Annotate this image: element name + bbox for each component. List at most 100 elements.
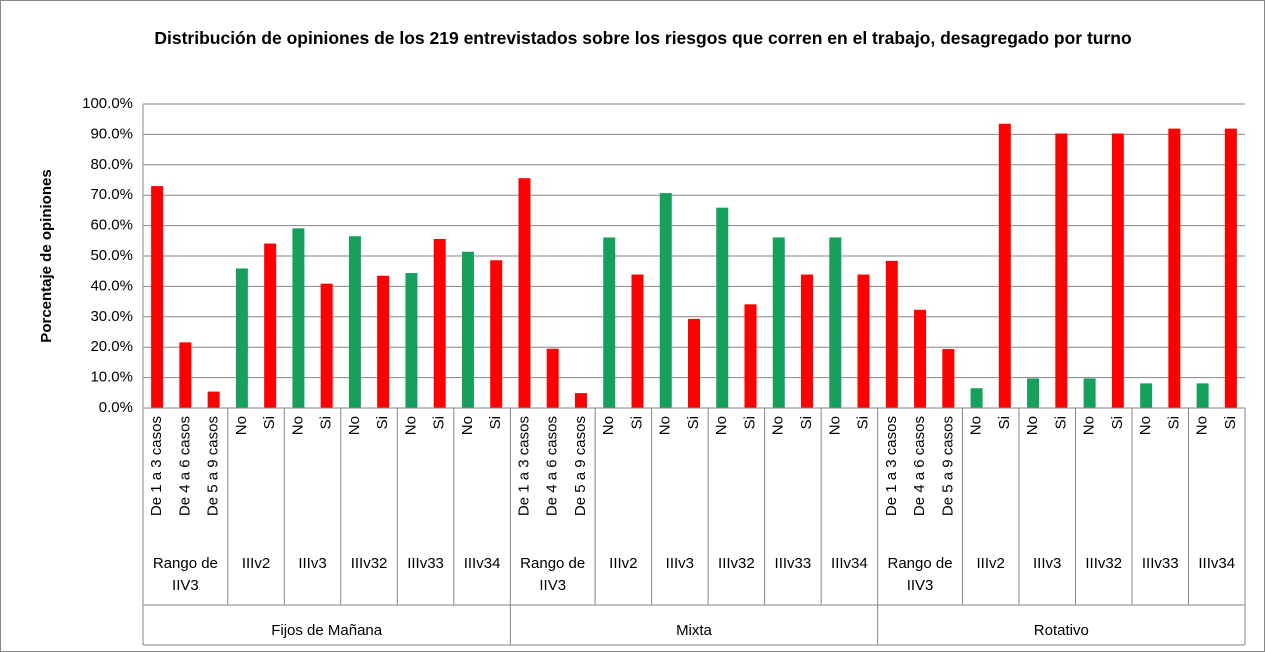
x-tick-label: No	[713, 416, 730, 435]
bar	[603, 237, 616, 408]
x-tick-label: No	[1194, 416, 1211, 435]
title-box: Distribución de opiniones de los 219 ent…	[154, 28, 1132, 48]
bar	[405, 273, 418, 408]
bar	[688, 318, 700, 408]
bar	[1111, 133, 1124, 408]
bar	[292, 228, 305, 408]
x-tick-label: Si	[1052, 416, 1069, 429]
subgroup-label: IIIv32	[718, 555, 755, 572]
subgroup-label: IIIv34	[463, 555, 501, 572]
bar	[885, 260, 898, 408]
bar	[264, 243, 277, 408]
subgroup-label: IIIv3	[665, 555, 695, 572]
bar	[857, 274, 870, 408]
subgroup-label-box: IIIv34	[831, 555, 868, 572]
bar	[574, 393, 587, 408]
y-tick-label: 40.0%	[90, 277, 133, 294]
subgroup-label-box: IIIv33	[407, 555, 444, 572]
bar	[942, 349, 955, 408]
x-tick-label: No	[600, 416, 617, 435]
bar	[659, 193, 672, 408]
subgroup-label: IIIv33	[1141, 555, 1179, 572]
y-tick-label: 10.0%	[90, 369, 133, 386]
subgroup-label-box: IIIv32	[718, 555, 755, 572]
subgroup-label: IIIv3	[298, 555, 327, 572]
bar	[744, 304, 757, 408]
y-tick-label: 60.0%	[90, 217, 133, 234]
x-tick-label: Si	[374, 416, 391, 429]
subgroup-label-box: IIIv33	[774, 555, 812, 572]
group-label-box: Mixta	[676, 622, 712, 639]
bar	[546, 348, 559, 408]
y-tick-label: 0.0%	[99, 399, 133, 416]
subgroup-label: Rango de IIV3	[887, 555, 953, 594]
y-tick-label: 30.0%	[90, 308, 133, 325]
x-tick-label: De 5 a 9 casos	[572, 416, 589, 516]
x-tick-label: Si	[855, 416, 872, 429]
bar	[207, 391, 220, 408]
bar	[1196, 383, 1209, 408]
bar	[716, 207, 729, 408]
x-tick-label: No	[826, 416, 843, 435]
bar	[970, 388, 983, 408]
bar	[433, 238, 446, 408]
y-tick-label: 80.0%	[90, 156, 133, 173]
x-tick-label: No	[968, 416, 985, 435]
bar	[235, 268, 248, 408]
y-tick-label: 90.0%	[90, 125, 133, 142]
subgroup-label: IIIv2	[241, 555, 271, 572]
x-tick-label: No	[1024, 416, 1041, 435]
bar	[998, 123, 1011, 408]
subgroup-label-box: IIIv3	[1033, 555, 1062, 572]
subgroup-label-box: Rango de IIV3	[520, 555, 585, 594]
x-tick-label: No	[233, 416, 250, 435]
bar	[348, 236, 361, 408]
x-tick-label: De 4 a 6 casos	[911, 416, 928, 516]
x-tick-label: Si	[685, 416, 702, 429]
x-tick-label: Si	[261, 416, 278, 429]
group-label: Mixta	[676, 622, 712, 639]
bar	[772, 237, 785, 408]
y-tick-label: 70.0%	[90, 186, 133, 203]
bar	[1224, 128, 1237, 408]
x-tick-label: No	[289, 416, 306, 435]
subgroup-label: IIIv33	[774, 555, 812, 572]
x-tick-label: Si	[741, 416, 758, 429]
x-tick-label: Si	[431, 416, 448, 429]
subgroup-label-box: IIIv2	[241, 555, 271, 572]
subgroup-label: IIIv32	[1085, 555, 1123, 572]
subgroup-label: IIIv32	[350, 555, 388, 572]
bar	[461, 251, 474, 408]
bar	[377, 275, 390, 408]
subgroup-label-box: IIIv2	[976, 555, 1004, 572]
x-tick-label: De 1 a 3 casos	[883, 416, 900, 516]
x-tick-label: De 4 a 6 casos	[544, 416, 561, 516]
bar	[490, 260, 503, 408]
subgroup-label: IIIv3	[1033, 555, 1062, 572]
group-label: Rotativo	[1033, 622, 1089, 639]
x-tick-label: No	[770, 416, 787, 435]
group-label: Fijos de Mañana	[271, 622, 383, 639]
subgroup-label: IIIv33	[407, 555, 444, 572]
x-tick-label: No	[459, 416, 476, 435]
subgroup-label-box: IIIv32	[350, 555, 388, 572]
x-tick-label: No	[657, 416, 674, 435]
x-tick-label: Si	[628, 416, 645, 429]
subgroup-label-box: Rango de IIV3	[153, 555, 218, 594]
bar	[1083, 378, 1096, 408]
bar	[1140, 383, 1153, 408]
x-tick-label: No	[1081, 416, 1098, 435]
bar	[320, 283, 333, 408]
subgroup-label-box: IIIv33	[1141, 555, 1179, 572]
x-tick-label: Si	[1165, 416, 1182, 429]
bar	[151, 186, 164, 408]
group-label-box: Fijos de Mañana	[271, 622, 383, 639]
y-axis-label: Porcentaje de opiniones	[38, 169, 55, 342]
subgroup-label-box: IIIv32	[1085, 555, 1123, 572]
subgroup-label-box: Rango de IIV3	[887, 555, 953, 594]
x-tick-label: No	[402, 416, 419, 435]
chart-title: Distribución de opiniones de los 219 ent…	[154, 28, 1132, 48]
x-tick-label: No	[1137, 416, 1154, 435]
x-tick-label: De 4 a 6 casos	[176, 416, 193, 516]
